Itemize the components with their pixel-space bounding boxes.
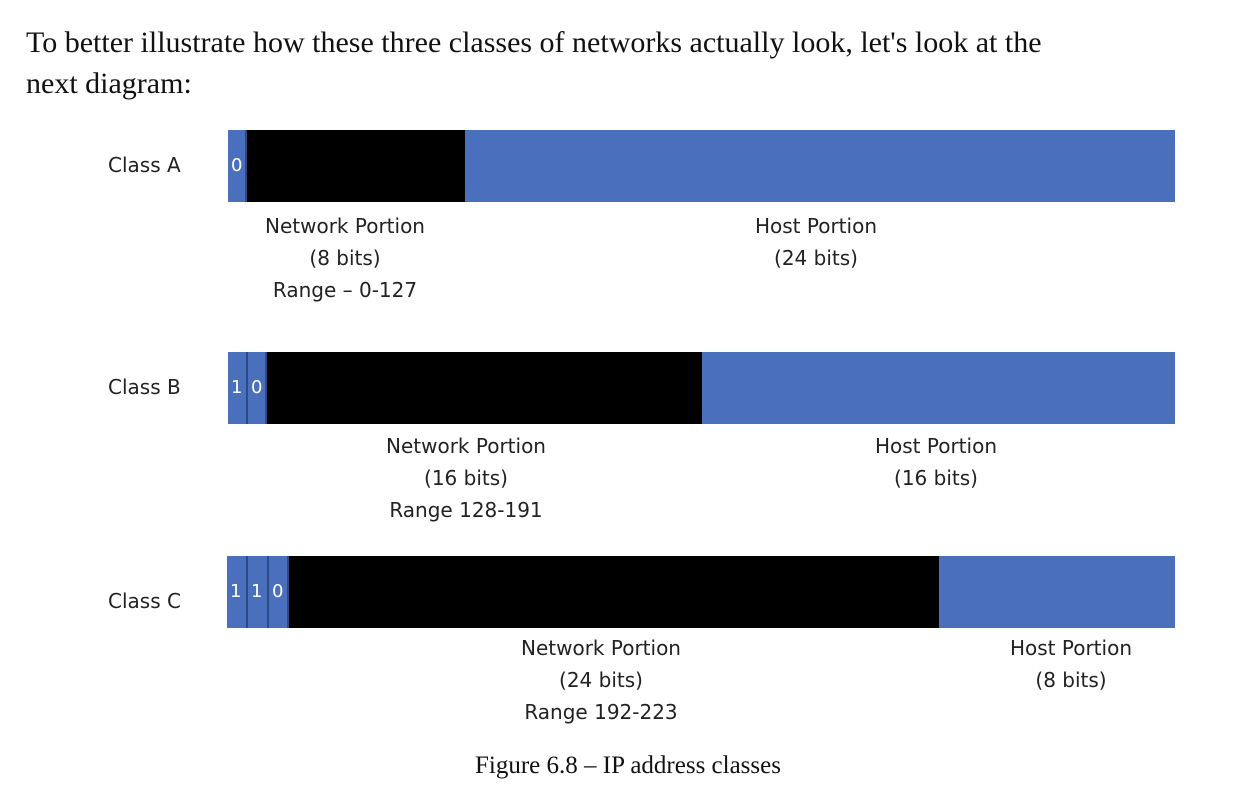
class-a-host-label: Host Portion (24 bits) — [686, 210, 946, 274]
class-b-host-bits: (16 bits) — [894, 466, 978, 490]
class-c-network-title: Network Portion — [521, 636, 681, 660]
class-b-label: Class B — [108, 375, 181, 399]
class-b-network-label: Network Portion (16 bits) Range 128-191 — [336, 430, 596, 526]
class-c-bit-3: 0 — [269, 556, 289, 628]
class-a-network-bar — [247, 130, 465, 202]
class-b-network-bar — [267, 352, 702, 424]
class-c-host-bits: (8 bits) — [1035, 668, 1107, 692]
class-a-network-bits: (8 bits) — [309, 246, 381, 270]
class-b-network-range: Range 128-191 — [389, 498, 543, 522]
intro-paragraph: To better illustrate how these three cla… — [26, 22, 1226, 104]
class-b-host-label: Host Portion (16 bits) — [806, 430, 1066, 494]
class-a-host-bits: (24 bits) — [774, 246, 858, 270]
class-c-label: Class C — [108, 589, 181, 613]
intro-line-1: To better illustrate how these three cla… — [26, 26, 1042, 59]
class-a-label: Class A — [108, 153, 181, 177]
class-a-network-label: Network Portion (8 bits) Range – 0-127 — [215, 210, 475, 306]
class-c-network-range: Range 192-223 — [524, 700, 678, 724]
class-a-network-title: Network Portion — [265, 214, 425, 238]
class-b-bit-1: 1 — [228, 352, 248, 424]
class-c-host-title: Host Portion — [1009, 636, 1132, 660]
class-a-network-range: Range – 0-127 — [272, 278, 418, 302]
class-b-network-title: Network Portion — [386, 434, 546, 458]
class-c-bit-2: 1 — [248, 556, 269, 628]
intro-line-2: next diagram: — [26, 67, 192, 100]
class-b-host-title: Host Portion — [874, 434, 997, 458]
class-c-host-label: Host Portion (8 bits) — [961, 632, 1181, 696]
class-a-host-title: Host Portion — [754, 214, 877, 238]
class-b-network-bits: (16 bits) — [424, 466, 508, 490]
class-a-bit-0: 0 — [228, 130, 247, 202]
class-c-network-label: Network Portion (24 bits) Range 192-223 — [471, 632, 731, 728]
class-c-network-bits: (24 bits) — [559, 668, 643, 692]
class-b-bit-2: 0 — [248, 352, 267, 424]
figure-caption: Figure 6.8 – IP address classes — [475, 752, 781, 779]
class-c-bit-1: 1 — [227, 556, 248, 628]
class-c-network-bar — [289, 556, 939, 628]
